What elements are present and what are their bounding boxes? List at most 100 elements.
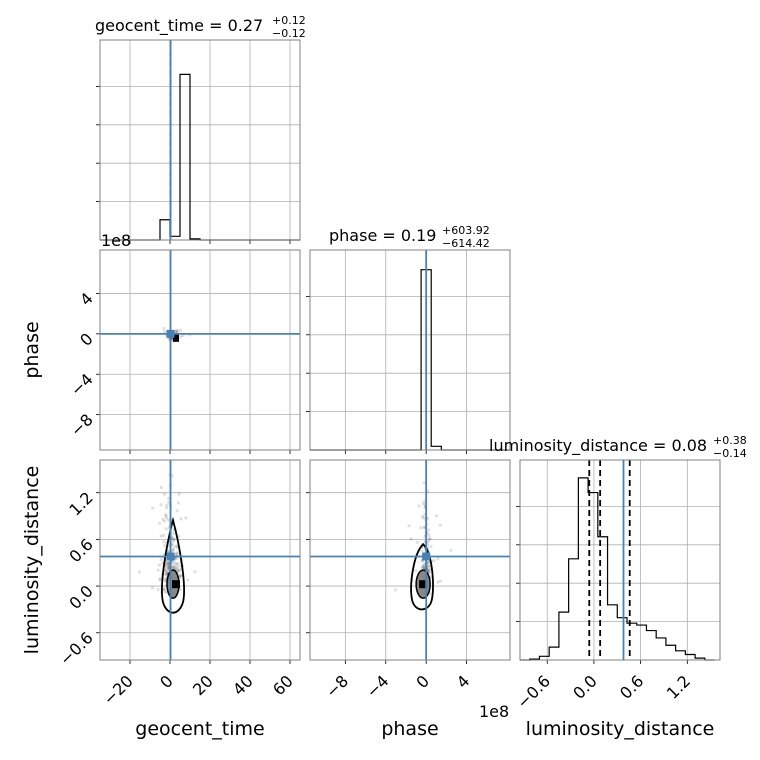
sample-point <box>175 561 179 566</box>
truth-marker <box>422 552 431 561</box>
sample-point <box>172 531 176 536</box>
tick-label-y: −0.6 <box>56 628 97 669</box>
panel-phase-hist <box>306 249 511 454</box>
sample-point <box>164 516 169 520</box>
sample-point <box>177 492 181 496</box>
sample-point <box>393 588 397 592</box>
sample-point <box>428 537 432 541</box>
sample-point <box>415 540 419 544</box>
sample-point <box>166 562 170 566</box>
xlabel-geocent-time: geocent_time <box>135 718 264 740</box>
truth-marker <box>166 329 175 338</box>
offset-label-phase-y: 1e8 <box>101 231 131 250</box>
sample-point <box>157 563 161 567</box>
sample-point <box>165 560 169 564</box>
sample-point <box>162 533 166 538</box>
tick-label-y: −4 <box>67 370 97 400</box>
title-phase-plus: +603.92 <box>442 224 490 237</box>
tick-label-x: −20 <box>100 671 137 708</box>
sample-point <box>427 571 431 575</box>
sample-point <box>177 568 181 572</box>
sample-point <box>427 537 431 541</box>
sample-point <box>409 537 413 541</box>
sample-point <box>181 333 185 338</box>
title-phase: phase = 0.19 <box>329 226 436 245</box>
sample-point <box>179 328 183 332</box>
sample-point <box>427 528 431 532</box>
sample-point <box>421 564 426 568</box>
sample-point <box>186 578 190 582</box>
sample-point <box>427 564 432 568</box>
tick-label-x: 0 <box>156 671 177 692</box>
panel-frame <box>309 459 511 661</box>
sample-point <box>163 329 167 334</box>
sample-point <box>174 544 178 548</box>
sample-point <box>436 580 440 584</box>
tick-label-x: 0.0 <box>569 671 600 702</box>
tick-label-x: −0.6 <box>513 671 554 712</box>
sample-point <box>432 559 436 563</box>
xlabel-phase: phase <box>381 718 438 740</box>
histogram-step <box>520 477 715 661</box>
sample-point <box>173 561 177 565</box>
sample-point <box>427 568 432 572</box>
panel-frame <box>99 459 301 661</box>
contour-outer <box>410 542 434 611</box>
sample-point <box>159 534 163 538</box>
sample-point <box>174 329 178 334</box>
panel-frame <box>99 249 301 451</box>
sample-point <box>171 566 175 570</box>
sample-point <box>163 577 167 581</box>
sample-point <box>421 564 426 568</box>
sample-point <box>175 567 179 571</box>
sample-point <box>436 557 440 561</box>
sample-point <box>162 519 166 523</box>
sample-point <box>172 564 176 568</box>
sample-point <box>420 565 424 569</box>
sample-point <box>175 544 179 548</box>
sample-point <box>407 524 411 528</box>
sample-point <box>163 492 167 496</box>
panel-frame <box>519 459 721 661</box>
tick-label-y: 0 <box>76 329 97 350</box>
sample-point <box>422 481 426 485</box>
tick-label-x: 40 <box>229 671 257 699</box>
sample-point <box>420 566 425 570</box>
sample-point <box>164 572 168 576</box>
density-core <box>419 580 428 589</box>
sample-point <box>164 506 169 510</box>
sample-point <box>159 503 163 507</box>
sample-point <box>164 527 168 531</box>
sample-point <box>449 548 453 552</box>
panel-geocent-time-hist <box>96 39 301 244</box>
sample-point <box>163 569 167 574</box>
sample-point <box>420 515 424 519</box>
sample-point <box>434 514 439 518</box>
tick-label-x: 1.2 <box>663 671 694 702</box>
sample-point <box>172 538 176 542</box>
panel-phase-vs-geocent-time: −8 −4 0 4 <box>67 249 301 454</box>
sample-point <box>163 544 167 548</box>
tick-label-x: 0 <box>412 671 433 692</box>
sample-point <box>176 329 180 333</box>
sample-point <box>176 550 180 555</box>
tick-label-y: −8 <box>67 410 97 440</box>
sample-point <box>166 562 170 566</box>
offset-label-phase-x: 1e8 <box>479 702 509 721</box>
sample-point <box>162 588 167 592</box>
truth-marker <box>166 552 175 561</box>
density-core <box>173 333 179 342</box>
title-luminosity-distance-minus: −0.14 <box>713 447 747 460</box>
tick-label-y: 4 <box>76 289 97 310</box>
sample-point <box>164 563 168 567</box>
sample-point <box>426 539 430 543</box>
sample-point <box>171 549 175 553</box>
sample-point <box>178 573 182 577</box>
tick-label-x: 20 <box>189 671 217 699</box>
sample-point <box>426 568 430 572</box>
sample-point <box>164 514 168 518</box>
sample-point <box>421 501 425 506</box>
sample-point <box>175 509 179 513</box>
